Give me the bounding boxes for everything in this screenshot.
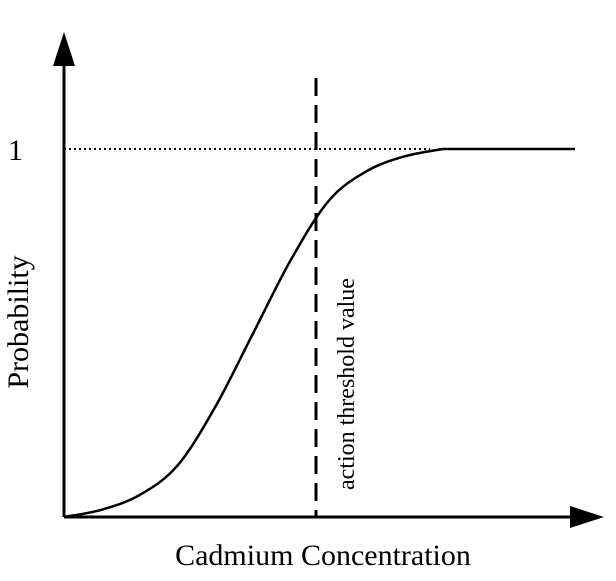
y-tick-label-1: 1: [8, 134, 23, 167]
action-threshold-label: action threshold value: [334, 278, 360, 490]
y-axis-arrow: [53, 32, 75, 66]
y-axis-label: Probability: [2, 255, 35, 388]
x-axis-label: Cadmium Concentration: [175, 539, 471, 572]
probability-curve: [63, 147, 575, 519]
x-axis-arrow: [570, 506, 604, 528]
